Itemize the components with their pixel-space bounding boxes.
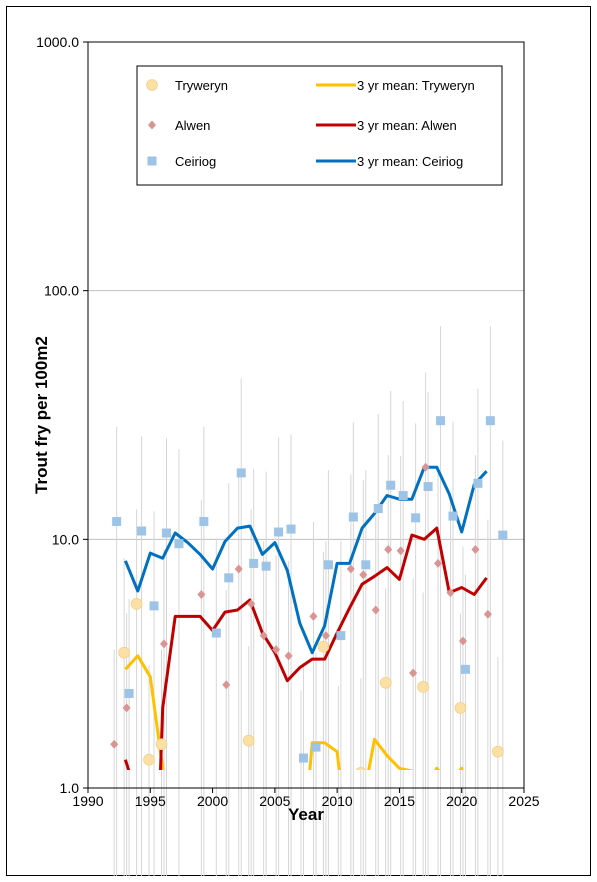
data-point	[355, 767, 366, 770]
data-point	[259, 631, 268, 641]
data-point	[361, 560, 371, 570]
data-point	[436, 416, 446, 426]
series-line	[123, 526, 488, 770]
x-tick-label: 1990	[72, 793, 103, 809]
data-point	[236, 468, 246, 478]
data-point	[421, 462, 430, 472]
y-tick-label: 100.0	[44, 283, 79, 299]
legend-marker	[146, 79, 158, 91]
data-point	[448, 511, 458, 521]
x-axis-title: Year	[288, 805, 324, 824]
legend: Tryweryn Alwen Ceiriog 3 yr mean: Tryweryn 3…	[136, 65, 503, 186]
plot-area	[110, 416, 508, 770]
data-point	[409, 668, 418, 678]
data-point	[473, 478, 483, 488]
axis-ticks: 1.0 10.0 100.0 1000.0 1990 1995 2000 2005 2010 20…	[36, 34, 540, 809]
data-point	[323, 560, 333, 570]
data-point	[336, 631, 346, 641]
legend-label: 3 yr mean: Ceiriog	[357, 154, 463, 169]
data-point	[224, 573, 234, 583]
data-point	[284, 651, 293, 661]
data-point	[398, 491, 408, 501]
data-point	[143, 753, 155, 766]
x-tick-label: 2005	[259, 793, 290, 809]
series-line	[124, 654, 464, 770]
data-point	[161, 528, 171, 538]
data-point	[122, 703, 131, 713]
data-point	[434, 558, 443, 568]
data-point	[321, 631, 330, 641]
data-point	[396, 546, 405, 556]
data-point	[199, 516, 209, 526]
data-point	[222, 680, 231, 690]
data-point	[498, 530, 508, 540]
legend-marker	[148, 120, 156, 130]
data-point	[211, 628, 221, 638]
y-axis-title: Trout fry per 100m2	[32, 336, 51, 494]
data-point	[234, 564, 243, 574]
data-point	[411, 513, 421, 523]
data-point	[197, 589, 206, 599]
legend-label: Ceiriog	[175, 154, 216, 169]
data-point	[309, 611, 318, 621]
legend-label: 3 yr mean: Alwen	[357, 118, 457, 133]
data-point	[242, 734, 255, 747]
series-line	[124, 465, 488, 655]
data-point	[384, 545, 393, 555]
legend-marker	[147, 156, 157, 166]
data-point	[112, 516, 122, 526]
data-point	[272, 645, 281, 655]
x-tick-label: 2010	[322, 793, 353, 809]
data-point	[359, 570, 368, 580]
legend-label: 3 yr mean: Tryweryn	[357, 78, 475, 93]
legend-label: Alwen	[175, 118, 210, 133]
error-bars	[113, 326, 504, 876]
data-point	[247, 599, 256, 609]
x-tick-label: 1995	[135, 793, 166, 809]
y-tick-label: 10.0	[52, 531, 79, 547]
data-point	[346, 564, 355, 574]
data-point	[446, 588, 455, 598]
data-point	[110, 739, 119, 749]
data-point	[118, 646, 130, 659]
x-tick-label: 2020	[446, 793, 477, 809]
data-point	[458, 636, 467, 646]
data-point	[423, 482, 433, 492]
data-point	[348, 512, 358, 522]
data-point	[460, 664, 470, 674]
data-point	[261, 561, 271, 571]
data-point	[386, 480, 396, 490]
data-point	[137, 526, 147, 536]
data-point	[286, 524, 296, 534]
legend-label: Tryweryn	[175, 78, 228, 93]
y-tick-label: 1000.0	[36, 34, 79, 50]
data-point	[174, 539, 184, 549]
data-point	[379, 676, 392, 689]
data-point	[149, 601, 159, 611]
data-point	[371, 605, 380, 615]
data-point	[417, 681, 429, 693]
data-point	[249, 558, 259, 568]
data-point	[311, 742, 321, 752]
data-point	[454, 702, 467, 714]
plot-border	[87, 41, 525, 789]
data-point	[492, 745, 504, 758]
y-tick-label: 1.0	[60, 780, 80, 796]
x-tick-label: 2025	[508, 793, 539, 809]
data-point	[373, 504, 383, 514]
data-point	[471, 545, 480, 555]
data-point	[299, 753, 309, 763]
data-point	[317, 640, 330, 653]
data-point	[130, 598, 143, 610]
data-point	[274, 527, 284, 537]
gridlines	[88, 290, 524, 540]
x-tick-label: 2015	[384, 793, 415, 809]
data-point	[483, 609, 492, 619]
data-point	[485, 416, 495, 426]
x-tick-label: 2000	[197, 793, 228, 809]
data-point	[155, 738, 168, 751]
data-point	[124, 688, 134, 698]
data-point	[159, 639, 168, 649]
